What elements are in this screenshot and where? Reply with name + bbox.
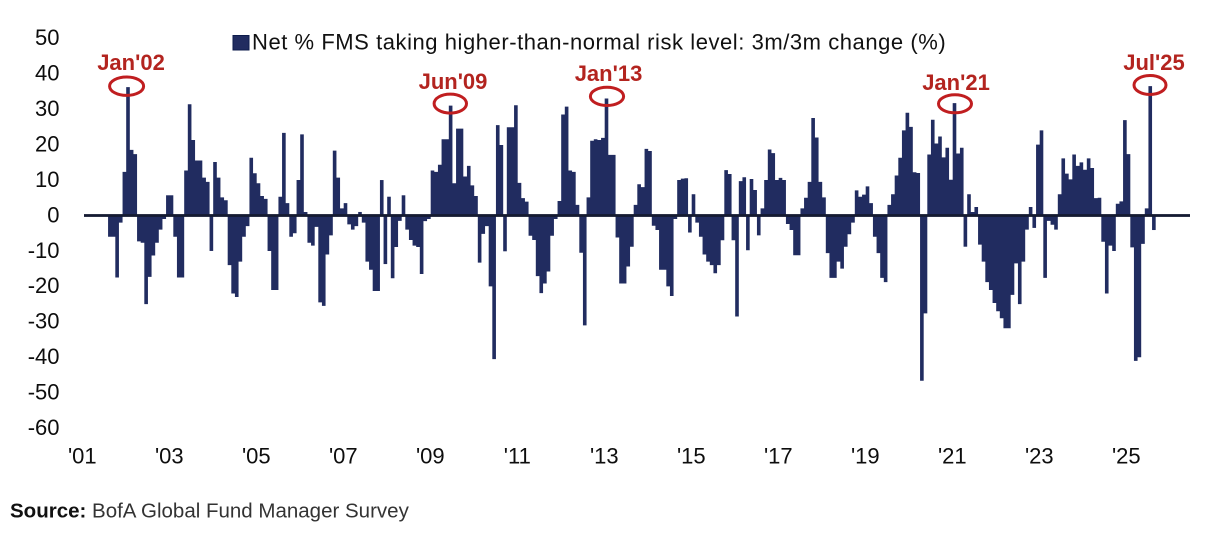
svg-text:Jan'13: Jan'13 [575, 61, 643, 86]
svg-text:20: 20 [35, 131, 59, 156]
svg-text:'05: '05 [242, 444, 271, 469]
svg-text:-60: -60 [28, 415, 60, 440]
svg-text:'17: '17 [764, 444, 793, 469]
svg-text:30: 30 [35, 96, 59, 121]
svg-text:'03: '03 [155, 444, 184, 469]
svg-text:'07: '07 [329, 444, 358, 469]
svg-text:-20: -20 [28, 273, 60, 298]
svg-text:'19: '19 [851, 444, 880, 469]
svg-text:Source: BofA Global Fund Manag: Source: BofA Global Fund Manager Survey [10, 500, 410, 523]
svg-text:50: 50 [35, 25, 59, 50]
svg-text:40: 40 [35, 61, 59, 86]
svg-text:'09: '09 [416, 444, 445, 469]
svg-text:'15: '15 [677, 444, 706, 469]
svg-text:'01: '01 [68, 444, 97, 469]
svg-text:'11: '11 [504, 444, 531, 469]
svg-text:Jun'09: Jun'09 [419, 69, 488, 94]
svg-text:0: 0 [47, 202, 59, 227]
svg-text:-10: -10 [28, 238, 60, 263]
svg-text:10: 10 [35, 167, 59, 192]
svg-text:Net % FMS taking higher-than-n: Net % FMS taking higher-than-normal risk… [252, 30, 946, 55]
svg-text:-50: -50 [28, 380, 60, 405]
svg-text:'13: '13 [590, 444, 619, 469]
svg-text:-30: -30 [28, 309, 60, 334]
svg-text:'21: '21 [938, 444, 967, 469]
svg-text:Jan'21: Jan'21 [922, 70, 990, 95]
svg-text:'23: '23 [1025, 444, 1054, 469]
svg-text:'25: '25 [1112, 444, 1141, 469]
svg-text:Jul'25: Jul'25 [1123, 50, 1185, 75]
svg-text:Jan'02: Jan'02 [97, 50, 165, 75]
svg-text:-40: -40 [28, 344, 60, 369]
